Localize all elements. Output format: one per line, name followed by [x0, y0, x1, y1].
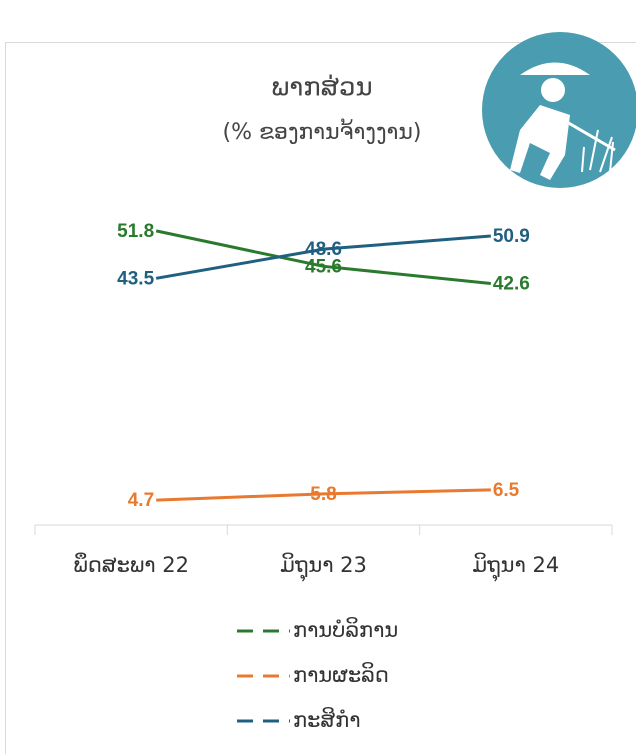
- data-label: 6.5: [493, 480, 520, 501]
- data-label: 43.5: [117, 268, 154, 289]
- legend-label: ການຜະລິດ: [293, 662, 389, 687]
- data-label: 51.8: [117, 221, 154, 242]
- frame: [5, 42, 636, 754]
- series-line: [155, 234, 491, 280]
- data-label: 45.6: [305, 256, 342, 277]
- data-label: 48.6: [305, 239, 342, 260]
- data-label: 5.8: [310, 484, 336, 505]
- x-tick-label: ພຶດສະພາ 22: [73, 552, 189, 577]
- data-label: 4.7: [128, 490, 154, 511]
- legend-label: ກະສິກຳ: [293, 706, 361, 732]
- x-tick-label: ມິຖຸນາ 24: [472, 552, 559, 582]
- series-line: [155, 229, 491, 285]
- legend-label: ການບໍລິການ: [293, 617, 398, 642]
- chart-title: ພາກສ່ວນ: [271, 73, 372, 103]
- x-tick-label: ມິຖຸນາ 23: [280, 552, 367, 582]
- chart-subtitle: (% ຂອງການຈ້າງງານ): [223, 120, 422, 145]
- series-line: [156, 488, 491, 502]
- farmer-icon: [482, 32, 636, 188]
- data-label: 50.9: [493, 226, 530, 247]
- data-label: 42.6: [493, 273, 530, 294]
